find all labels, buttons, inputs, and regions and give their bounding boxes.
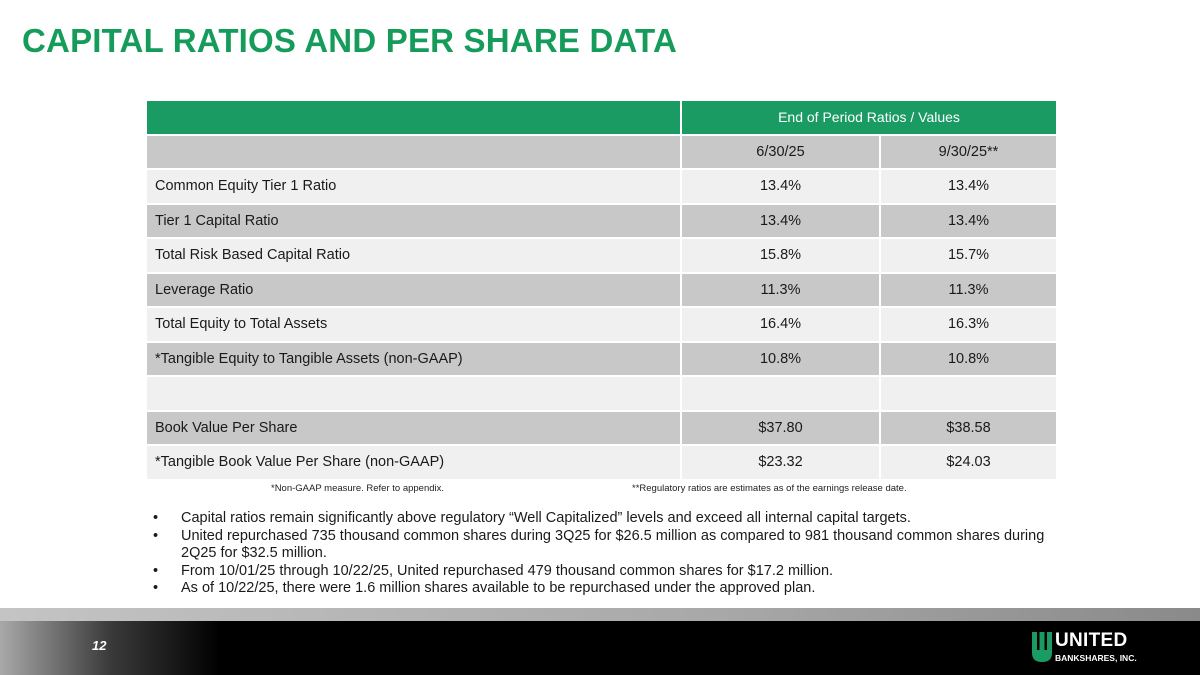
row-value-9-30-25: 13.4% [879,168,1058,205]
bullet-list: • Capital ratios remain significantly ab… [153,510,1053,598]
row-label: Total Equity to Total Assets [145,306,682,343]
row-label: *Tangible Equity to Tangible Assets (non… [145,340,682,377]
table-row: Total Risk Based Capital Ratio 15.8% 15.… [145,237,1058,274]
row-value-6-30-25 [680,375,881,412]
bullet-marker: • [153,527,159,544]
row-value-6-30-25: 10.8% [680,340,881,377]
row-value-9-30-25: $24.03 [879,444,1058,481]
table-column-header-row: 6/30/25 9/30/25** [145,133,1058,170]
bullet-text: From 10/01/25 through 10/22/25, United r… [181,562,834,579]
company-logo: UNITED BANKSHARES, INC. [1032,630,1162,666]
row-value-6-30-25: 13.4% [680,168,881,205]
logo-subtitle: BANKSHARES, INC. [1055,653,1137,663]
row-value-6-30-25: 16.4% [680,306,881,343]
list-item: • From 10/01/25 through 10/22/25, United… [153,563,1053,581]
bullet-marker: • [153,510,159,526]
logo-mark-icon [1032,632,1052,662]
row-label: Common Equity Tier 1 Ratio [145,168,682,205]
row-value-9-30-25: $38.58 [879,409,1058,446]
bullet-text: Capital ratios remain significantly abov… [181,510,911,526]
bullet-text: As of 10/22/25, there were 1.6 million s… [181,580,816,596]
footer-accent-bar [0,608,1200,621]
table-group-header-row: End of Period Ratios / Values [145,99,1058,136]
row-value-6-30-25: $37.80 [680,409,881,446]
row-value-6-30-25: 13.4% [680,202,881,239]
bullet-marker: • [153,562,159,579]
logo-name: UNITED [1055,630,1128,651]
row-value-9-30-25: 10.8% [879,340,1058,377]
list-item: • United repurchased 735 thousand common… [153,528,1053,563]
footnote-non-gaap: *Non-GAAP measure. Refer to appendix. [271,483,445,494]
row-value-6-30-25: 11.3% [680,271,881,308]
table-row: *Tangible Equity to Tangible Assets (non… [145,340,1058,377]
table-header-blank [145,99,682,136]
column-header-9-30-25: 9/30/25** [879,133,1058,170]
bullet-marker: • [153,580,159,596]
row-label: Leverage Ratio [145,271,682,308]
table-row: Book Value Per Share $37.80 $38.58 [145,409,1058,446]
row-label: *Tangible Book Value Per Share (non-GAAP… [145,444,682,481]
table-column-header-blank [145,133,682,170]
table-group-header: End of Period Ratios / Values [680,99,1058,136]
row-label: Tier 1 Capital Ratio [145,202,682,239]
page-title: CAPITAL RATIOS AND PER SHARE DATA [22,22,677,59]
list-item: • As of 10/22/25, there were 1.6 million… [153,580,1053,598]
table-row: Total Equity to Total Assets 16.4% 16.3% [145,306,1058,343]
row-value-9-30-25: 11.3% [879,271,1058,308]
footer [0,621,1200,675]
table-row: *Tangible Book Value Per Share (non-GAAP… [145,444,1058,481]
row-value-6-30-25: $23.32 [680,444,881,481]
row-value-9-30-25: 15.7% [879,237,1058,274]
row-value-6-30-25: 15.8% [680,237,881,274]
footnote-regulatory: **Regulatory ratios are estimates as of … [632,483,907,494]
row-value-9-30-25: 13.4% [879,202,1058,239]
row-value-9-30-25 [879,375,1058,412]
column-header-6-30-25: 6/30/25 [680,133,881,170]
row-label [145,375,682,412]
page-number: 12 [92,638,107,653]
row-value-9-30-25: 16.3% [879,306,1058,343]
table-row: Leverage Ratio 11.3% 11.3% [145,271,1058,308]
bullet-text: United repurchased 735 thousand common s… [181,527,1045,562]
row-label: Book Value Per Share [145,409,682,446]
capital-ratios-table: End of Period Ratios / Values 6/30/25 9/… [145,99,1058,481]
table-row-spacer [145,375,1058,412]
table-row: Common Equity Tier 1 Ratio 13.4% 13.4% [145,168,1058,205]
table-row: Tier 1 Capital Ratio 13.4% 13.4% [145,202,1058,239]
row-label: Total Risk Based Capital Ratio [145,237,682,274]
list-item: • Capital ratios remain significantly ab… [153,510,1053,528]
